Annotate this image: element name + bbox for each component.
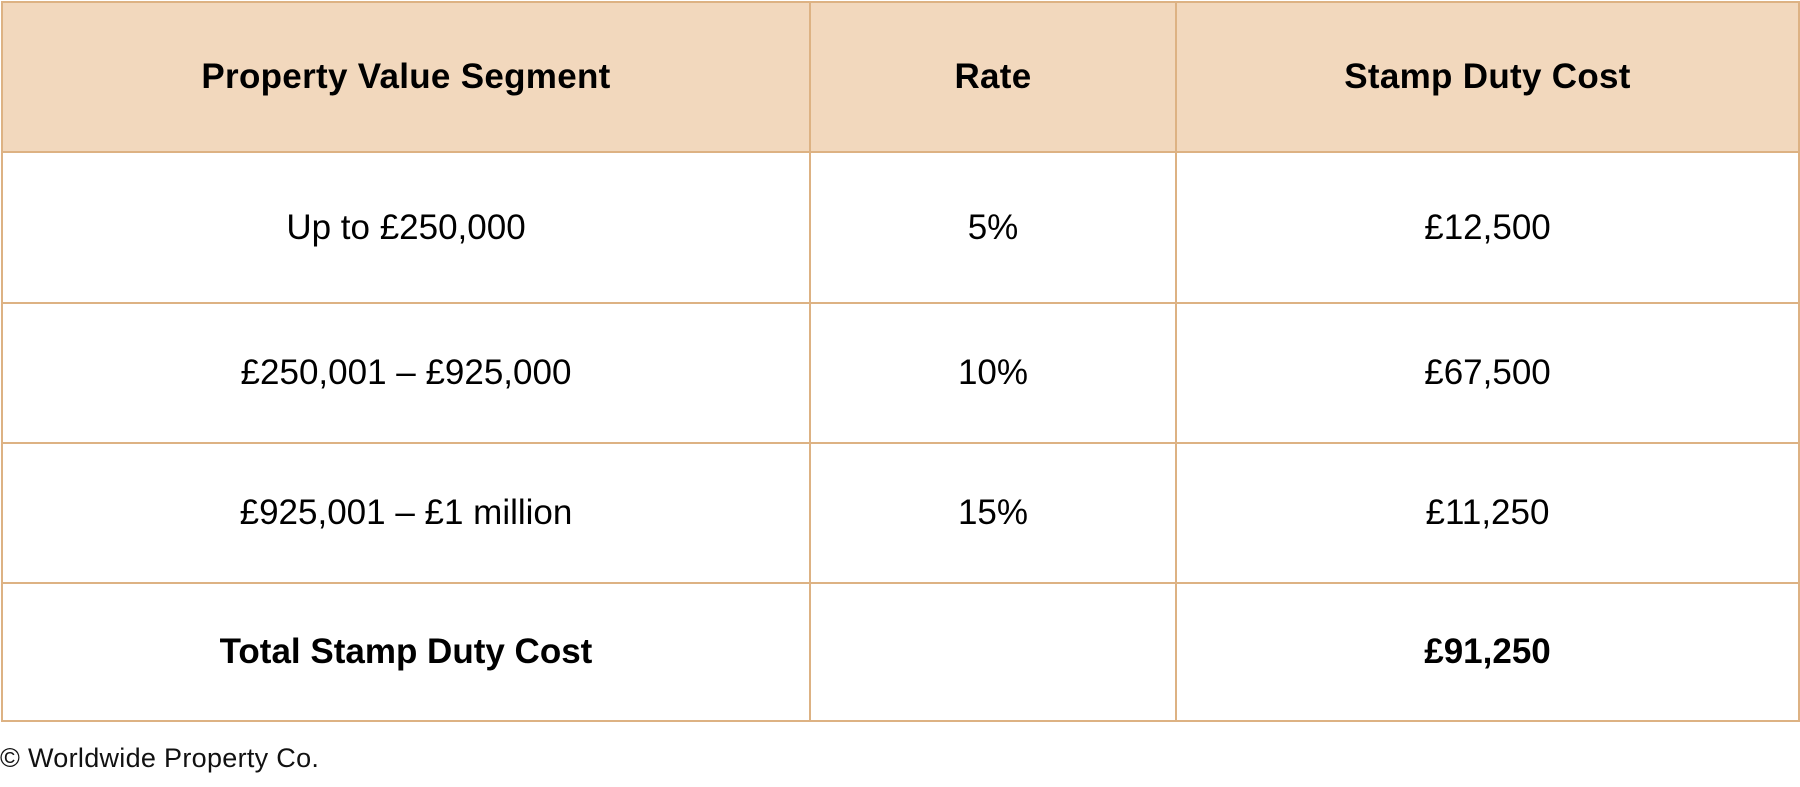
rate-cell: 15% bbox=[809, 442, 1177, 584]
header-row: Property Value Segment Rate Stamp Duty C… bbox=[1, 1, 1800, 153]
cost-cell: £12,500 bbox=[1175, 151, 1800, 304]
cost-cell: £67,500 bbox=[1175, 302, 1800, 444]
copyright-footer: © Worldwide Property Co. bbox=[0, 743, 320, 773]
segment-cell: Up to £250,000 bbox=[1, 151, 811, 304]
header-rate: Rate bbox=[809, 1, 1177, 153]
total-rate-cell bbox=[809, 582, 1177, 722]
cost-cell: £11,250 bbox=[1175, 442, 1800, 584]
stamp-duty-table: Property Value Segment Rate Stamp Duty C… bbox=[1, 1, 1800, 722]
total-label-cell: Total Stamp Duty Cost bbox=[1, 582, 811, 722]
table-row: £925,001 – £1 million 15% £11,250 bbox=[1, 442, 1800, 584]
header-property-value-segment: Property Value Segment bbox=[1, 1, 811, 153]
table-header: Property Value Segment Rate Stamp Duty C… bbox=[1, 1, 1800, 153]
rate-cell: 5% bbox=[809, 151, 1177, 304]
table-body: Up to £250,000 5% £12,500 £250,001 – £92… bbox=[1, 151, 1800, 722]
header-stamp-duty-cost: Stamp Duty Cost bbox=[1175, 1, 1800, 153]
rate-cell: 10% bbox=[809, 302, 1177, 444]
table-row: £250,001 – £925,000 10% £67,500 bbox=[1, 302, 1800, 444]
total-row: Total Stamp Duty Cost £91,250 bbox=[1, 582, 1800, 722]
segment-cell: £250,001 – £925,000 bbox=[1, 302, 811, 444]
segment-cell: £925,001 – £1 million bbox=[1, 442, 811, 584]
total-cost-cell: £91,250 bbox=[1175, 582, 1800, 722]
table-row: Up to £250,000 5% £12,500 bbox=[1, 151, 1800, 304]
